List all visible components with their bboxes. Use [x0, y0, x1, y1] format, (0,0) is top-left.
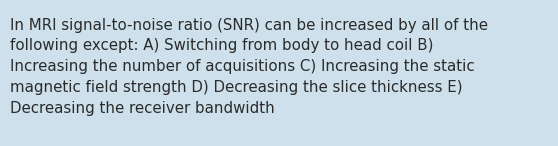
Text: In MRI signal-to-noise ratio (SNR) can be increased by all of the
following exce: In MRI signal-to-noise ratio (SNR) can b…	[10, 18, 488, 116]
